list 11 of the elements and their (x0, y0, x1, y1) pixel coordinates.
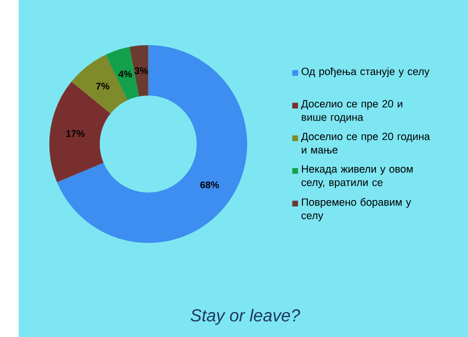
legend-label: Доселио се пре 20 година и мање (301, 132, 430, 154)
text: Stay or leave? (190, 308, 300, 325)
data-label: 17% (66, 130, 85, 137)
legend-label: Доселио се пре 20 и више година (301, 100, 402, 123)
data-label: 4% (118, 70, 132, 78)
data-label: 68% (200, 181, 219, 188)
legend-label: Од рођења станује у селу (302, 67, 430, 78)
data-label: 7% (96, 82, 110, 90)
legend-label: Некада живели у овом селу, вратили се (302, 165, 413, 188)
data-label: 3% (134, 67, 148, 74)
legend-label: Повремено боравим у селу (302, 198, 412, 222)
